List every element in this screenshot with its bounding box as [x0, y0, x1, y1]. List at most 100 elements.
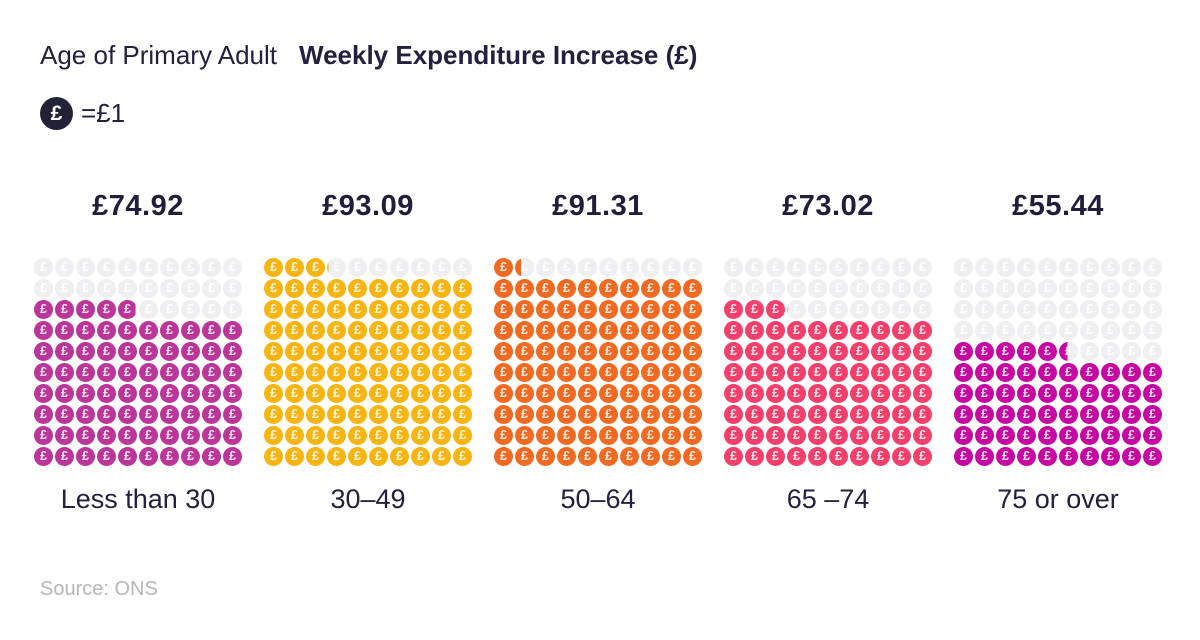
pound-coin-icon: £ — [390, 363, 409, 382]
pound-coin-icon: £ — [76, 342, 95, 361]
pound-coin-icon: £ — [97, 321, 116, 340]
pound-coin-icon: £ — [620, 405, 639, 424]
pound-coin-icon: £ — [683, 279, 702, 298]
pound-coin-icon: £ — [829, 426, 848, 445]
pound-coin-empty-icon: £ — [913, 279, 932, 298]
pound-coin-icon: £ — [662, 342, 681, 361]
pound-coin-icon: £ — [327, 447, 346, 466]
pound-coin-empty-icon: £ — [1143, 342, 1162, 361]
pound-coin-icon: £ — [390, 426, 409, 445]
pound-coin-icon: £ — [223, 426, 242, 445]
legend-label: =£1 — [81, 98, 126, 128]
pound-coin-icon: £ — [432, 363, 451, 382]
pound-coin-icon: £ — [160, 405, 179, 424]
pound-coin-empty-icon: £ — [202, 279, 221, 298]
pound-coin-icon: £ — [390, 321, 409, 340]
pound-coin-icon: £ — [390, 447, 409, 466]
pound-coin-icon: £ — [996, 405, 1015, 424]
pound-coin-icon: £ — [432, 342, 451, 361]
pound-coin-empty-icon: £ — [683, 258, 702, 277]
pound-coin-empty-icon: £ — [118, 279, 137, 298]
pound-coin-icon: £ — [494, 384, 513, 403]
pound-coin-empty-icon: £ — [599, 258, 618, 277]
pound-coin-empty-icon: £ — [1122, 300, 1141, 319]
pound-coin-icon: £ — [913, 384, 932, 403]
pound-coin-empty-icon: £ — [1080, 258, 1099, 277]
pound-coin-icon: £ — [1143, 363, 1162, 382]
pound-coin-icon: £ — [578, 279, 597, 298]
pound-coin-icon: £ — [264, 363, 283, 382]
chart-header: Age of Primary Adult Weekly Expenditure … — [40, 40, 697, 70]
pound-coin-icon: £ — [641, 405, 660, 424]
pound-coin-icon: £ — [1101, 426, 1120, 445]
pound-coin-icon: £ — [578, 426, 597, 445]
pound-coin-icon: £ — [683, 342, 702, 361]
pound-coin-icon: £ — [160, 363, 179, 382]
pound-coin-icon: £ — [432, 447, 451, 466]
pound-coin-empty-icon: £ — [1059, 300, 1078, 319]
pound-coin-empty-icon: £ — [1059, 258, 1078, 277]
pound-coin-empty-icon: £ — [850, 258, 869, 277]
pound-coin-icon: £ — [160, 321, 179, 340]
pound-coin-icon: £ — [306, 279, 325, 298]
pound-coin-empty-icon: £ — [55, 279, 74, 298]
pound-coin-icon: £ — [494, 426, 513, 445]
pound-coin-icon: £ — [264, 447, 283, 466]
pound-coin-icon: £ — [892, 384, 911, 403]
pound-coin-icon: £ — [829, 405, 848, 424]
pound-coin-empty-icon: £ — [662, 258, 681, 277]
pound-coin-icon: £ — [766, 405, 785, 424]
pound-coin-icon: £ — [160, 447, 179, 466]
pound-coin-icon: £ — [1059, 363, 1078, 382]
pound-coin-empty-icon: £ — [76, 279, 95, 298]
pound-coin-empty-icon: £ — [181, 258, 200, 277]
pound-coin-empty-icon: £ — [1059, 279, 1078, 298]
pound-coin-icon: £ — [954, 447, 973, 466]
pound-coin-empty-icon: £ — [223, 258, 242, 277]
pound-coin-icon: £ — [515, 279, 534, 298]
pound-coin-icon: £ — [369, 363, 388, 382]
pound-coin-icon: £ — [724, 342, 743, 361]
pound-coin-icon: £ — [641, 279, 660, 298]
pound-coin-icon: £ — [724, 447, 743, 466]
pound-coin-icon: £ — [411, 342, 430, 361]
pound-coin-icon: £ — [1143, 384, 1162, 403]
pound-coin-icon: £ — [160, 342, 179, 361]
pound-coin-icon: £ — [453, 426, 472, 445]
pound-coin-icon: £ — [892, 321, 911, 340]
pound-coin-icon: £ — [557, 321, 576, 340]
pound-coin-icon: £ — [97, 405, 116, 424]
pound-coin-empty-icon: £ — [829, 279, 848, 298]
pound-coin-icon: £ — [390, 342, 409, 361]
pound-coin-empty-icon: £ — [1080, 321, 1099, 340]
pound-coin-icon: £ — [1038, 384, 1057, 403]
pound-coin-icon: £ — [118, 342, 137, 361]
pound-coin-icon: £ — [223, 321, 242, 340]
coin-grid: £ £ £ £ £ £ £ £ £ £ £ £ £ £ £ £ £ £ £ £ £ £ £ £ £ £ £ £ £ £ £ £ £ £ £ £ £ £ £ £… — [264, 258, 472, 466]
pound-coin-icon: £ — [1143, 447, 1162, 466]
pound-coin-empty-icon: £ — [1038, 321, 1057, 340]
pound-coin-icon: £ — [975, 405, 994, 424]
pound-coin-empty-icon: £ — [1122, 279, 1141, 298]
pound-coin-icon: £ — [808, 321, 827, 340]
pound-coin-icon: £ — [850, 342, 869, 361]
pound-coin-empty-icon: £ — [954, 300, 973, 319]
pound-coin-empty-icon: £ — [641, 258, 660, 277]
pound-coin-icon: £ — [620, 426, 639, 445]
category-label: 75 or over — [997, 484, 1119, 514]
pound-coin-empty-icon: £ — [850, 300, 869, 319]
pound-coin-icon: £ — [578, 384, 597, 403]
pound-coin-empty-icon: £ — [954, 321, 973, 340]
pound-coin-empty-icon: £ — [724, 258, 743, 277]
pound-coin-empty-icon: £ — [348, 258, 367, 277]
pound-coin-icon: £ — [829, 363, 848, 382]
pound-coin-icon: £ — [683, 405, 702, 424]
pound-coin-icon: £ — [1017, 363, 1036, 382]
pound-coin-icon: £ — [453, 363, 472, 382]
pound-coin-empty-icon: £ — [139, 300, 158, 319]
pound-coin-empty-icon: £ — [766, 258, 785, 277]
pound-coin-icon: £ — [1101, 405, 1120, 424]
pound-coin-partial-icon: £ — [787, 300, 806, 319]
pound-coin-empty-icon: £ — [1101, 258, 1120, 277]
pound-coin-icon: £ — [139, 342, 158, 361]
